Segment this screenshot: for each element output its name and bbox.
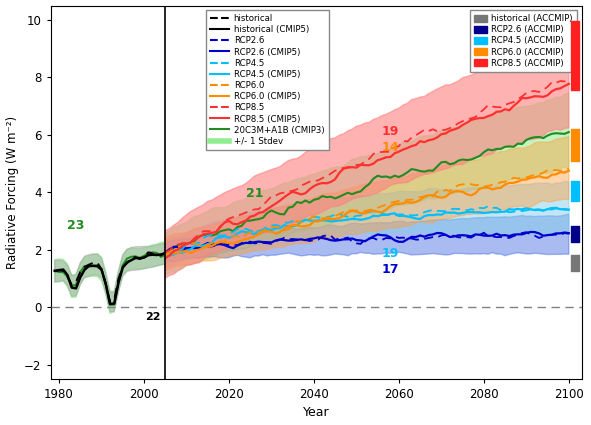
- Text: 22: 22: [145, 312, 160, 322]
- Legend: historical (ACCMIP), RCP2.6 (ACCMIP), RCP4.5 (ACCMIP), RCP6.0 (ACCMIP), RCP8.5 (: historical (ACCMIP), RCP2.6 (ACCMIP), RC…: [470, 10, 577, 72]
- Text: 19: 19: [382, 247, 399, 261]
- Text: 21: 21: [246, 187, 263, 200]
- Polygon shape: [165, 214, 569, 263]
- X-axis label: Year: Year: [303, 406, 329, 419]
- Text: 19: 19: [382, 125, 399, 139]
- Polygon shape: [165, 137, 569, 270]
- Text: 17: 17: [382, 263, 399, 276]
- Polygon shape: [165, 181, 569, 268]
- Polygon shape: [55, 243, 165, 312]
- Text: 14: 14: [382, 141, 399, 154]
- Polygon shape: [165, 30, 569, 278]
- Y-axis label: Radiative Forcing (W m⁻²): Radiative Forcing (W m⁻²): [5, 116, 18, 269]
- Polygon shape: [55, 93, 569, 314]
- Text: 23: 23: [67, 219, 85, 232]
